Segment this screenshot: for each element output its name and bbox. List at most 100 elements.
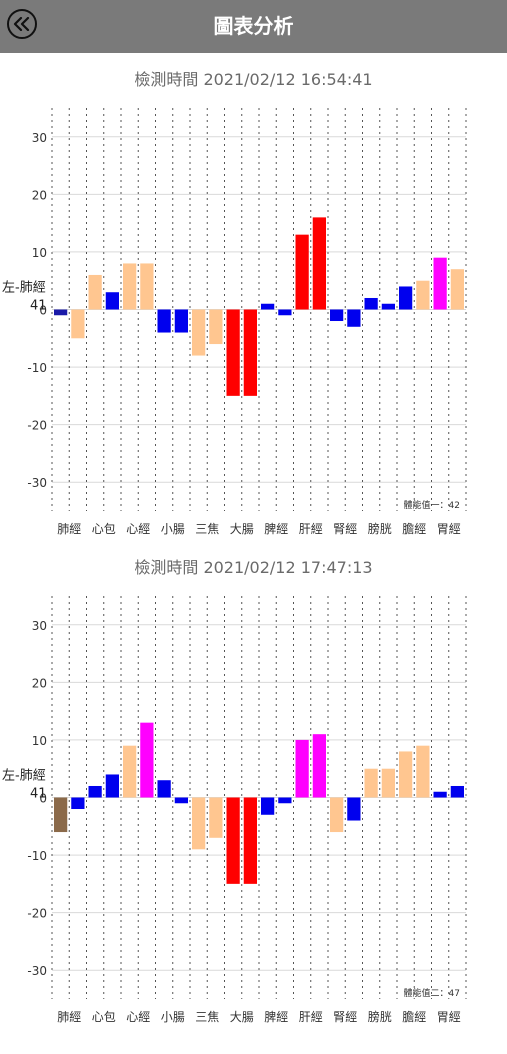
bar [243, 309, 257, 396]
category-label: 小腸 [161, 1010, 185, 1024]
bar [226, 797, 240, 884]
y-tick-label: -10 [27, 361, 47, 375]
bar [88, 274, 102, 310]
bar [364, 768, 378, 798]
bar [295, 739, 309, 798]
chart-footnote: 體能值二：47 [404, 987, 460, 999]
y-tick-label: -30 [27, 964, 47, 978]
bar [347, 309, 361, 327]
category-label: 心包 [92, 522, 116, 536]
bar [174, 797, 188, 804]
bar [192, 797, 206, 850]
bar-chart-2: 30 20 10 0 -10 -20 -30 肺經 心包 心經 小腸 三焦 大腸 脾經 肝經 腎經 膀胱 膽經 胃經… [2, 596, 467, 1024]
category-label: 膀胱 [368, 1009, 392, 1024]
bar [450, 785, 464, 798]
y-tick-label: 20 [32, 188, 47, 202]
category-label: 肺經 [57, 1010, 81, 1024]
category-label: 心經 [126, 522, 150, 536]
category-label: 心經 [126, 1010, 150, 1024]
category-label: 三焦 [195, 522, 219, 536]
highlight-value: 41 [30, 787, 47, 802]
category-label: 肝經 [299, 522, 323, 536]
bar-chart-1: 30 20 10 0 -10 -20 -30 肺經 心包 心經 小腸 三焦 大腸 脾經 肝經 腎經 膀胱 膽經 胃經… [2, 108, 467, 536]
category-label: 脾經 [264, 521, 288, 536]
bar [174, 309, 188, 333]
bar [312, 217, 326, 310]
bar [381, 303, 395, 310]
app-header: 圖表分析 [0, 0, 507, 53]
y-tick-label: -10 [27, 849, 47, 863]
bar [433, 257, 447, 310]
category-label: 大腸 [230, 522, 254, 536]
category-label: 胃經 [437, 1010, 461, 1024]
category-label: 胃經 [437, 522, 461, 536]
y-tick-label: 30 [32, 619, 47, 633]
bar [399, 286, 413, 310]
bar [347, 797, 361, 821]
bar [364, 297, 378, 310]
bar [278, 797, 292, 804]
category-label: 膽經 [402, 521, 426, 536]
bar [105, 292, 119, 310]
bar [105, 774, 119, 798]
bar [140, 722, 154, 798]
category-label: 膀胱 [368, 521, 392, 536]
bar [157, 309, 171, 333]
bar [261, 797, 275, 815]
legend-label: 左-肺經 [2, 281, 46, 296]
bar [88, 785, 102, 798]
bar [416, 280, 430, 310]
bar [209, 797, 223, 838]
bar [123, 263, 137, 310]
bar [399, 751, 413, 798]
y-tick-label: 30 [32, 131, 47, 145]
page-title: 圖表分析 [213, 14, 294, 38]
bar [330, 797, 344, 833]
double-chevron-left-icon [13, 17, 30, 31]
bar [209, 309, 223, 345]
bar [295, 234, 309, 310]
y-tick-label: -20 [27, 419, 47, 433]
highlight-value: 41 [30, 299, 47, 314]
category-label: 脾經 [264, 1009, 288, 1024]
category-label: 大腸 [230, 1010, 254, 1024]
category-label: 心包 [92, 1010, 116, 1024]
category-label: 腎經 [333, 522, 357, 536]
category-label: 小腸 [161, 522, 185, 536]
category-label: 肺經 [57, 522, 81, 536]
bar [157, 780, 171, 798]
chart-title: 檢測時間 2021/02/12 16:54:41 [134, 70, 373, 89]
bar [312, 734, 326, 798]
category-label: 腎經 [333, 1010, 357, 1024]
bar [140, 263, 154, 310]
bar [416, 745, 430, 798]
bar [71, 797, 85, 810]
y-tick-label: -20 [27, 907, 47, 921]
bar [261, 303, 275, 310]
bar [54, 309, 68, 316]
category-label: 三焦 [195, 1010, 219, 1024]
y-tick-label: 10 [32, 246, 47, 260]
bar [54, 797, 68, 833]
chart-title: 檢測時間 2021/02/12 17:47:13 [134, 558, 373, 577]
back-button[interactable] [7, 9, 37, 39]
bar [278, 309, 292, 316]
bar [226, 309, 240, 396]
bar [450, 269, 464, 310]
bar [433, 791, 447, 798]
y-tick-label: 10 [32, 734, 47, 748]
bar [71, 309, 85, 339]
bar [123, 745, 137, 798]
bar [243, 797, 257, 884]
y-tick-label: 0 [39, 792, 47, 806]
bar [381, 768, 395, 798]
bar [330, 309, 344, 322]
category-label: 肝經 [299, 1010, 323, 1024]
chart-footnote: 體能值一：42 [404, 499, 460, 511]
legend-label: 左-肺經 [2, 769, 46, 784]
bar [192, 309, 206, 356]
y-tick-label: 0 [39, 304, 47, 318]
category-label: 膽經 [402, 1009, 426, 1024]
y-tick-label: 20 [32, 676, 47, 690]
y-tick-label: -30 [27, 476, 47, 490]
